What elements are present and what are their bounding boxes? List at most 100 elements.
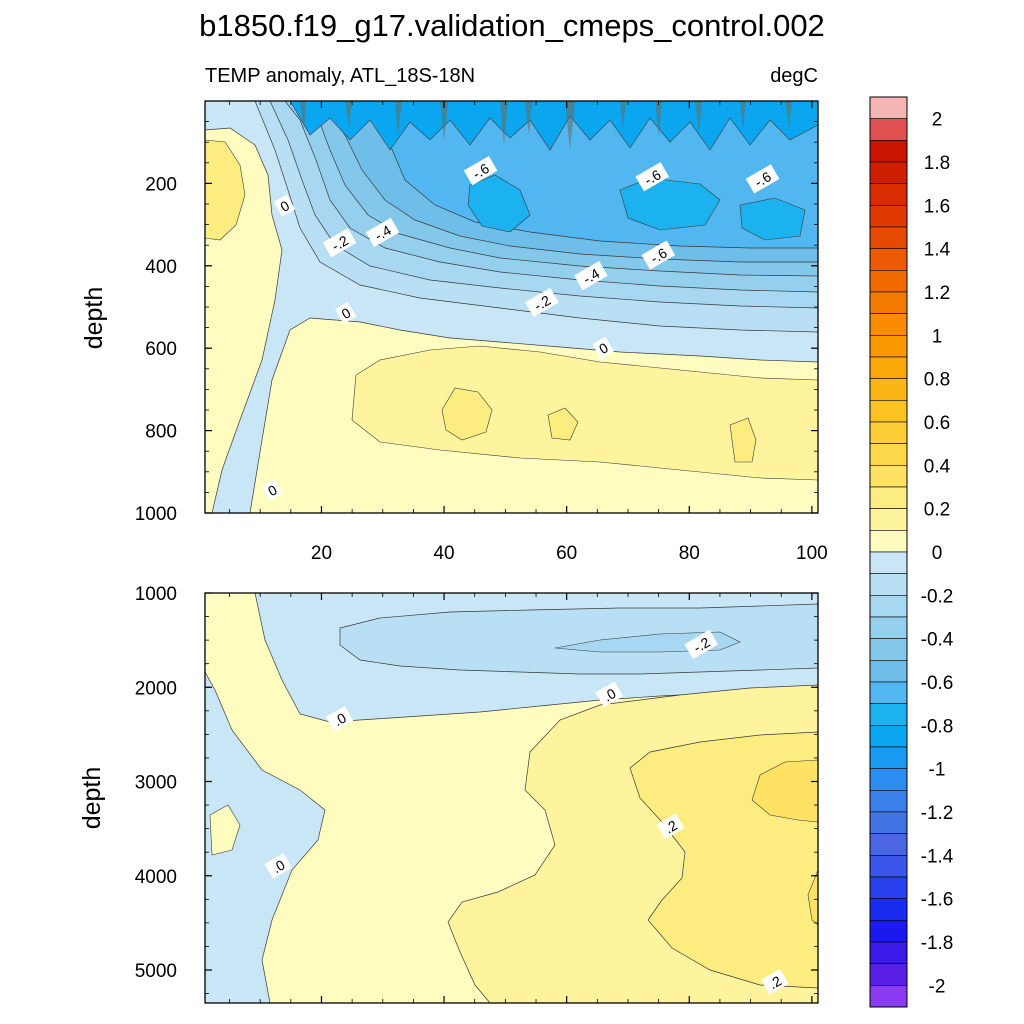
contour-label: -.2: [684, 629, 719, 660]
xtick-label: 80: [679, 543, 700, 564]
xtick-label: 60: [556, 543, 577, 564]
colorbar-label: 1.8: [924, 153, 950, 174]
chart-title: b1850.f19_g17.validation_cmeps_control.0…: [199, 8, 825, 43]
region-surface-streaks: [300, 101, 792, 150]
colorbar: 2 1.8 1.6 1.4 1.2 1 0.8 0.6 0.4 0.2 0 -0.2 -0.4 -0.6 -…: [869, 96, 954, 1008]
region-cold-core-inner-c: [739, 197, 806, 241]
contour-label-box: [641, 240, 676, 270]
contour-label: 0: [261, 478, 283, 502]
ytick-label: 2000: [135, 678, 177, 699]
contour-label-box: [684, 629, 719, 660]
contour-label-text: -.6: [648, 244, 670, 266]
colorbar-segment: [869, 486, 908, 509]
colorbar-segment: [869, 161, 908, 184]
colorbar-label: 0.6: [924, 413, 950, 434]
contour-label-text: -.4: [372, 222, 394, 244]
xtick-label: 40: [433, 543, 454, 564]
colorbar-segment: [869, 638, 908, 661]
colorbar-segment: [869, 963, 908, 986]
contour-label: -.6: [463, 155, 498, 186]
colorbar-label: -2: [929, 976, 946, 997]
panel-deep-frame: [204, 592, 819, 1004]
colorbar-label: -1.8: [921, 933, 954, 954]
contour-label-box: [574, 261, 608, 291]
colorbar-label: 1.2: [924, 283, 950, 304]
contour-label: -.2: [525, 287, 559, 318]
colorbar-segment: [869, 270, 908, 293]
contour-label-text: -.2: [329, 232, 351, 254]
colorbar-segment: [869, 226, 908, 249]
region-warm-max: [751, 759, 818, 823]
colorbar-segment: [869, 790, 908, 813]
colorbar-segment: [869, 421, 908, 444]
colorbar-segment: [869, 140, 908, 163]
colorbar-label: 0.8: [924, 370, 950, 391]
colorbar-label: 1: [932, 326, 943, 347]
contour-label-box: [261, 478, 283, 502]
region-warm-surface-core: [205, 139, 246, 241]
contour-label: 0: [592, 336, 614, 359]
contour-label-box: [322, 228, 357, 258]
contour-label-box: [365, 217, 400, 248]
contour-label-box: [745, 164, 780, 194]
contour-label-text: -.2: [531, 292, 553, 314]
contour-label-text: -.4: [580, 265, 602, 287]
ytick-label: 4000: [135, 867, 177, 888]
colorbar-label: -1.4: [921, 846, 954, 867]
contour-label-box: [525, 287, 559, 318]
colorbar-segment: [869, 898, 908, 921]
contour-label-text: -.2: [690, 634, 712, 656]
colorbar-segment: [869, 118, 908, 141]
colorbar-segment: [869, 313, 908, 336]
colorbar-segment: [869, 595, 908, 618]
colorbar-label: -1.2: [921, 803, 954, 824]
ytick-label: 5000: [135, 961, 177, 982]
colorbar-label: -0.4: [921, 630, 954, 651]
colorbar-segment: [869, 811, 908, 834]
colorbar-segment: [869, 746, 908, 769]
colorbar-segment: [869, 616, 908, 639]
colorbar-label: -0.8: [921, 716, 954, 737]
xtick-label: 100: [796, 543, 828, 564]
colorbar-segment: [869, 768, 908, 791]
region-warm-max-low: [807, 869, 818, 926]
colorbar-segment: [869, 183, 908, 206]
colorbar-segment: [869, 530, 908, 553]
ytick-label: 400: [145, 257, 177, 278]
region-warm-patch-b: [547, 407, 579, 441]
contour-label-box: [761, 968, 789, 995]
colorbar-segment: [869, 465, 908, 488]
colorbar-segment: [869, 703, 908, 726]
colorbar-segment: [869, 660, 908, 683]
region-warm-patch-a: [441, 387, 493, 441]
contour-labels-upper: -.6 -.6 -.6 0 -.4 -.2 -.6 -.4 -.2 0 0 0: [261, 155, 780, 502]
region-warm-patch-c: [729, 417, 757, 463]
colorbar-segment: [869, 985, 908, 1008]
ytick-label: 3000: [135, 773, 177, 794]
contour-label: -.6: [635, 162, 670, 192]
colorbar-segment: [869, 291, 908, 314]
ytick-label: 1000: [135, 584, 177, 605]
colorbar-frame: [869, 96, 908, 1008]
contour-label: -.4: [365, 217, 400, 248]
region-warm-spot: [209, 804, 241, 856]
contour-label: .0: [595, 681, 624, 708]
colorbar-label: 0.2: [924, 500, 950, 521]
ylabel-deep: depth: [78, 767, 106, 830]
colorbar-segment: [869, 876, 908, 899]
colorbar-label: -0.2: [921, 586, 954, 607]
colorbar-label: 2: [932, 110, 943, 131]
colorbar-segment: [869, 400, 908, 423]
contour-label: .0: [264, 853, 293, 879]
chart-units: degC: [770, 65, 818, 87]
region-cool-core: [339, 603, 818, 675]
contour-label-box: [325, 706, 354, 732]
contour-label: -.4: [574, 261, 608, 291]
contour-label: .2: [761, 968, 789, 995]
ytick-label: 200: [145, 174, 177, 195]
contour-label-box: [264, 853, 293, 879]
contour-label-box: [463, 155, 498, 186]
colorbar-label: 0.4: [924, 456, 951, 477]
colorbar-label: -0.6: [921, 673, 954, 694]
contour-label: 0: [334, 301, 357, 324]
